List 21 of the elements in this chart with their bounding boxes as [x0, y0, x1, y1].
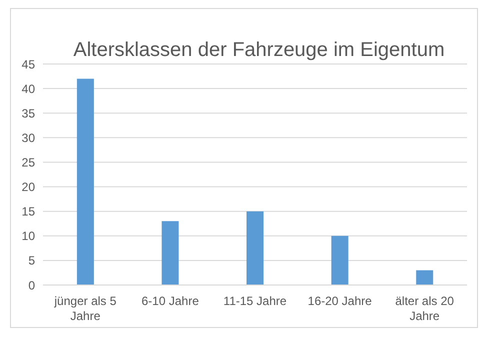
y-tick-label: 40 [22, 82, 36, 96]
y-tick-label: 20 [22, 180, 36, 194]
y-tick-label: 45 [22, 57, 36, 72]
y-tick-label: 25 [22, 155, 36, 170]
x-tick-label: 6-10 Jahre [142, 294, 200, 308]
bar [76, 78, 94, 285]
chart-title: Altersklassen der Fahrzeuge im Eigentum [72, 39, 446, 62]
y-tick-label: 0 [28, 278, 36, 292]
y-tick-label: 10 [22, 229, 36, 244]
y-tick-label: 30 [22, 130, 36, 145]
bar [416, 270, 434, 285]
bar [331, 236, 348, 285]
y-tick-label: 15 [22, 204, 36, 219]
x-tick-label: 16-20 Jahre [308, 294, 372, 308]
bar [246, 211, 264, 285]
bar [162, 221, 179, 285]
x-tick-label: jünger als 5 Jahre [53, 294, 117, 323]
y-tick-label: 5 [28, 254, 36, 268]
x-tick-label: älter als 20 Jahre [395, 294, 454, 323]
x-tick-label: 11-15 Jahre [223, 294, 287, 308]
y-tick-label: 35 [22, 106, 36, 120]
